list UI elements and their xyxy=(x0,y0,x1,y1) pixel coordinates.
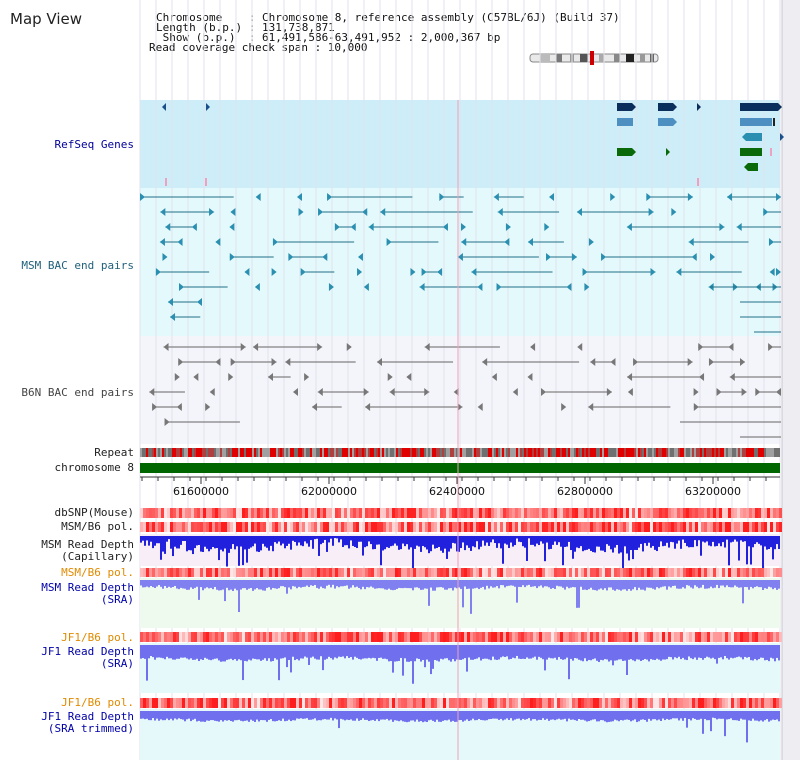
jf1-b6-pol-label: JF1/B6 pol. xyxy=(61,631,134,644)
msm-b6-pol-2-label: MSM/B6 pol. xyxy=(61,566,134,579)
jf1-depth-sra-label: JF1 Read Depth (SRA) xyxy=(41,645,134,670)
repeat-label: Repeat xyxy=(94,446,134,459)
msm-depth-capillary-track xyxy=(140,536,780,573)
page-title: Map View xyxy=(10,10,83,28)
msm-b6-pol-track xyxy=(140,522,782,532)
dbsnp-track xyxy=(140,508,782,518)
axis-tick-label: 62000000 xyxy=(301,485,357,498)
axis-tick-label: 62800000 xyxy=(557,485,613,498)
b6n-bac-end-pairs[interactable] xyxy=(149,343,781,438)
chromosome-label: chromosome 8 xyxy=(54,461,134,474)
repeat-track xyxy=(140,448,780,457)
msm-depth-sra-label: MSM Read Depth (SRA) xyxy=(41,581,134,606)
jf1-b6-pol-2-label: JF1/B6 pol. xyxy=(61,696,134,709)
chromosome-info: Chromosome : Chromosome 8, reference ass… xyxy=(156,11,620,24)
msm-b6-pol-2-track xyxy=(140,568,782,577)
axis-tick-label: 63200000 xyxy=(685,485,741,498)
axis-tick-label: 62400000 xyxy=(429,485,485,498)
position-axis: 61600000 62000000 62400000 62800000 63200000 xyxy=(140,476,780,498)
msm-depth-capillary-label: MSM Read Depth (Capillary) xyxy=(41,538,134,563)
refseq-genes[interactable] xyxy=(162,103,784,186)
jf1-depth-trim-track xyxy=(140,711,780,743)
msm-depth-sra-track xyxy=(140,580,780,614)
chromosome-bar xyxy=(140,463,780,473)
jf1-depth-sra-track xyxy=(140,645,780,684)
msm-bac-label: MSM BAC end pairs xyxy=(21,259,134,272)
ideogram-position-marker xyxy=(590,51,594,65)
refseq-genes-label: RefSeq Genes xyxy=(54,138,134,151)
jf1-b6-pol-2-track xyxy=(140,698,782,708)
jf1-b6-pol-track xyxy=(140,632,782,642)
chromosome-ideogram[interactable] xyxy=(529,51,659,65)
axis-tick-label: 61600000 xyxy=(173,485,229,498)
b6n-bac-label: B6N BAC end pairs xyxy=(21,386,134,399)
jf1-depth-trim-label: JF1 Read Depth (SRA trimmed) xyxy=(41,710,134,735)
dbsnp-label: dbSNP(Mouse) xyxy=(54,506,134,519)
msm-bac-end-pairs[interactable] xyxy=(140,193,781,333)
length-info: Length (b.p.) : 131,738,871 xyxy=(156,21,335,34)
right-gutter xyxy=(782,0,800,760)
msm-b6-pol-label: MSM/B6 pol. xyxy=(61,520,134,533)
